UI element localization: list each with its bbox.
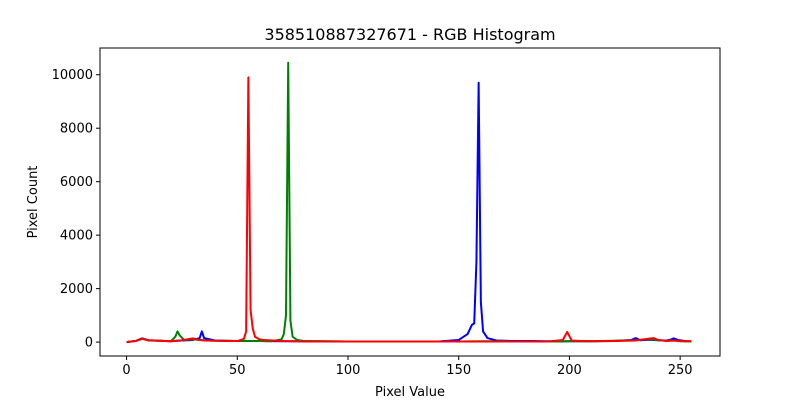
y-tick-label: 8000 <box>60 122 93 137</box>
x-tick-label: 150 <box>446 363 471 378</box>
y-axis-label: Pixel Count <box>26 166 41 239</box>
x-tick-label: 0 <box>122 363 130 378</box>
y-tick-label: 0 <box>85 336 93 351</box>
x-tick-label: 250 <box>668 363 693 378</box>
series-layer <box>126 61 692 344</box>
y-axis-ticks: 0 2000 4000 6000 8000 10000 <box>52 68 100 351</box>
y-tick-label: 2000 <box>60 282 93 297</box>
red-channel-line <box>126 76 692 344</box>
x-axis-ticks: 0 50 100 150 200 250 <box>122 356 693 378</box>
x-tick-label: 100 <box>336 363 361 378</box>
x-tick-label: 50 <box>229 363 246 378</box>
plot-frame <box>99 47 721 357</box>
y-tick-label: 4000 <box>60 229 93 244</box>
y-tick-label: 6000 <box>60 175 93 190</box>
chart-title: 358510887327671 - RGB Histogram <box>264 25 555 44</box>
x-axis-label: Pixel Value <box>375 385 445 400</box>
x-tick-label: 200 <box>557 363 582 378</box>
y-tick-label: 10000 <box>52 68 93 83</box>
